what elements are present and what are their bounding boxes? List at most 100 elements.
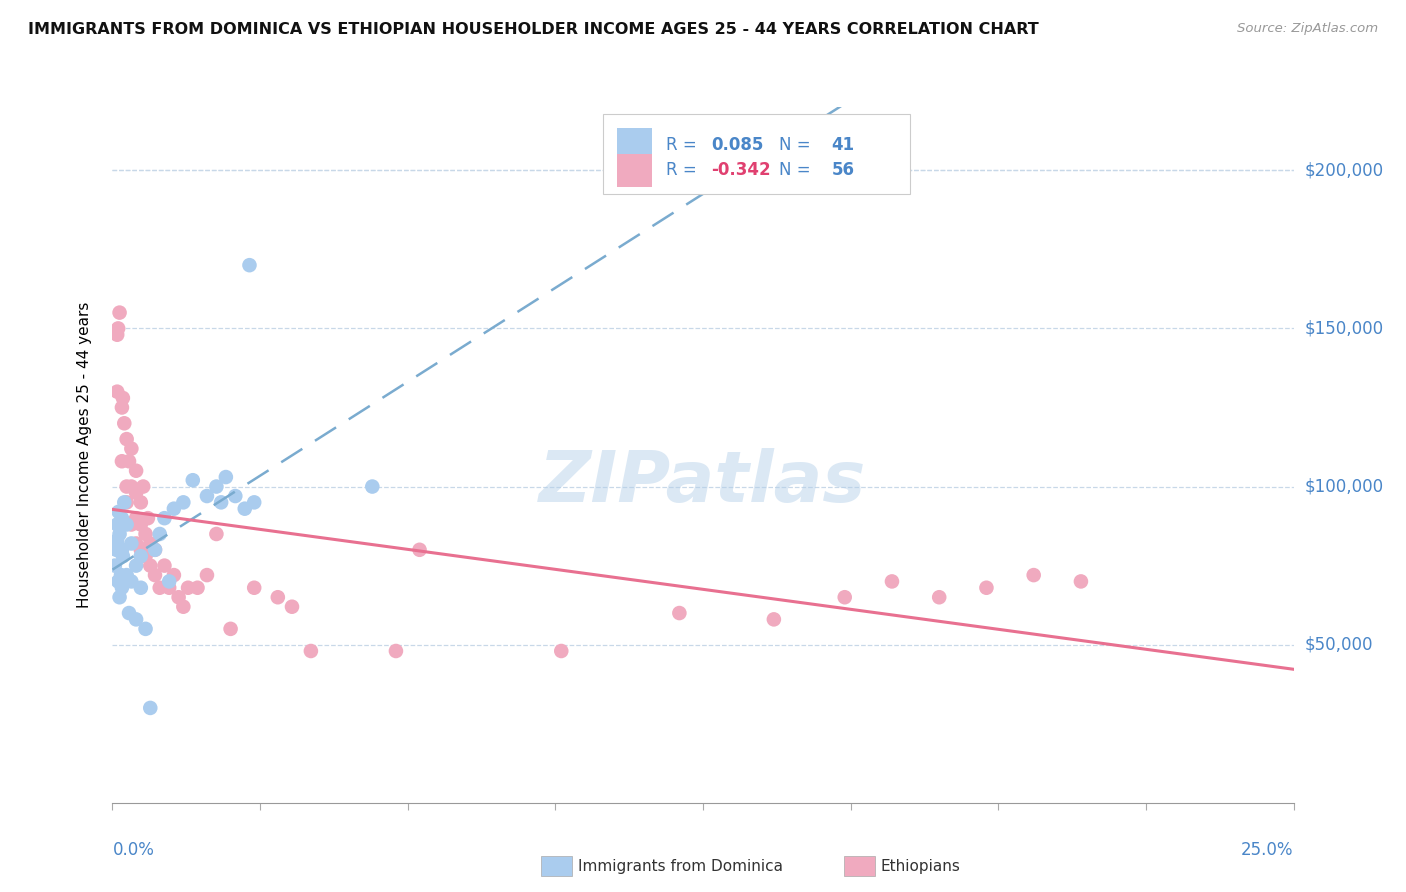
Point <box>167 591 190 605</box>
Point <box>125 511 148 525</box>
Text: 56: 56 <box>832 161 855 179</box>
Point <box>135 622 157 636</box>
Text: Immigrants from Dominica: Immigrants from Dominica <box>578 859 783 873</box>
Point <box>143 542 166 557</box>
Point <box>163 568 186 582</box>
Point <box>195 489 218 503</box>
Point <box>135 527 157 541</box>
Point <box>129 549 152 563</box>
Point <box>110 568 132 582</box>
Point <box>125 464 148 478</box>
Point <box>129 542 152 557</box>
Text: -0.342: -0.342 <box>711 161 770 179</box>
Point <box>129 495 152 509</box>
Point <box>139 536 162 550</box>
Text: 41: 41 <box>832 136 855 153</box>
Point <box>120 517 142 532</box>
Point <box>762 612 785 626</box>
Point <box>243 495 266 509</box>
Point <box>115 479 138 493</box>
Point <box>115 432 138 446</box>
Point <box>115 495 138 509</box>
Point <box>136 511 159 525</box>
Point <box>181 473 204 487</box>
Point <box>120 442 142 456</box>
Text: R =: R = <box>666 136 703 153</box>
Point <box>149 581 172 595</box>
Point <box>880 574 903 589</box>
Point <box>361 479 384 493</box>
Point <box>224 489 246 503</box>
Y-axis label: Householder Income Ages 25 - 44 years: Householder Income Ages 25 - 44 years <box>77 301 91 608</box>
Point <box>105 384 128 399</box>
Point <box>105 517 128 532</box>
Point <box>143 542 166 557</box>
Point <box>111 542 134 557</box>
Point <box>172 495 194 509</box>
Point <box>125 536 148 550</box>
Point <box>177 581 200 595</box>
Point <box>118 454 141 468</box>
Text: $100,000: $100,000 <box>1305 477 1384 496</box>
Text: Source: ZipAtlas.com: Source: ZipAtlas.com <box>1237 22 1378 36</box>
Point <box>120 536 142 550</box>
Point <box>111 549 134 563</box>
Point <box>668 606 690 620</box>
Point <box>143 568 166 582</box>
Point <box>219 622 242 636</box>
Point <box>408 542 430 557</box>
Point <box>125 612 148 626</box>
Point <box>550 644 572 658</box>
Bar <box>617 128 652 161</box>
Point <box>115 517 138 532</box>
Point <box>149 527 172 541</box>
Point <box>281 599 304 614</box>
Text: IMMIGRANTS FROM DOMINICA VS ETHIOPIAN HOUSEHOLDER INCOME AGES 25 - 44 YEARS CORR: IMMIGRANTS FROM DOMINICA VS ETHIOPIAN HO… <box>28 22 1039 37</box>
Point <box>172 599 194 614</box>
Point <box>108 591 131 605</box>
Point <box>238 258 260 272</box>
Point <box>111 581 134 595</box>
Point <box>243 581 266 595</box>
Point <box>385 644 408 658</box>
Point <box>118 606 141 620</box>
Point <box>105 533 128 548</box>
Point <box>205 527 228 541</box>
Text: ZIPatlas: ZIPatlas <box>540 449 866 517</box>
Point <box>1022 568 1045 582</box>
Point <box>834 591 856 605</box>
Point <box>129 517 152 532</box>
Text: Ethiopians: Ethiopians <box>880 859 960 873</box>
Text: 0.085: 0.085 <box>711 136 763 153</box>
Point <box>111 401 134 415</box>
Point <box>153 511 176 525</box>
Bar <box>617 153 652 187</box>
Point <box>108 305 131 319</box>
Point <box>107 505 129 519</box>
Point <box>125 558 148 573</box>
Point <box>209 495 232 509</box>
Text: 0.0%: 0.0% <box>112 841 155 859</box>
Point <box>976 581 998 595</box>
Point <box>111 454 134 468</box>
Point <box>120 574 142 589</box>
Point <box>135 549 157 563</box>
Point <box>195 568 218 582</box>
Point <box>125 486 148 500</box>
Point <box>107 574 129 589</box>
Point <box>108 527 131 541</box>
Point <box>111 391 134 405</box>
Point <box>215 470 238 484</box>
Point <box>107 321 129 335</box>
Text: R =: R = <box>666 161 703 179</box>
Point <box>233 501 256 516</box>
Point <box>115 568 138 582</box>
Point <box>153 558 176 573</box>
Text: $50,000: $50,000 <box>1305 636 1374 654</box>
Point <box>1070 574 1092 589</box>
Point <box>299 644 322 658</box>
Point <box>112 495 135 509</box>
Point <box>157 574 180 589</box>
Text: 25.0%: 25.0% <box>1241 841 1294 859</box>
Point <box>112 417 135 431</box>
